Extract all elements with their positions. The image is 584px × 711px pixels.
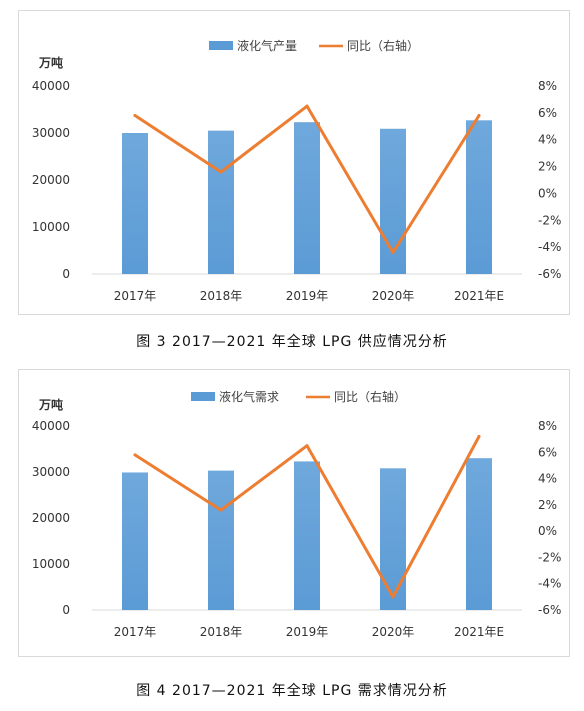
bar bbox=[208, 470, 234, 610]
y-axis-unit: 万吨 bbox=[38, 55, 63, 70]
yoy-point bbox=[391, 251, 395, 255]
yoy-point bbox=[305, 104, 309, 108]
x-tick-label: 2021年E bbox=[454, 289, 504, 303]
yoy-point bbox=[219, 508, 223, 512]
y2-tick-label: 0% bbox=[538, 524, 557, 538]
y-axis-unit: 万吨 bbox=[38, 397, 63, 412]
x-tick-label: 2017年 bbox=[114, 289, 157, 303]
y2-tick-label: -2% bbox=[538, 213, 561, 227]
demand-chart-panel: 液化气需求 同比（右轴） 万吨 0 10000 20000 30000 40000 -6% -4%… bbox=[18, 369, 570, 657]
y2-tick-label: -2% bbox=[538, 550, 561, 564]
x-tick-label: 2019年 bbox=[286, 625, 329, 639]
x-tick-label: 2018年 bbox=[200, 289, 243, 303]
y-tick-label: 30000 bbox=[32, 465, 70, 479]
legend-bar-swatch bbox=[209, 41, 233, 50]
bar bbox=[122, 472, 148, 610]
legend-line-label: 同比（右轴） bbox=[347, 38, 419, 53]
bar bbox=[466, 458, 492, 610]
y-tick-label: 40000 bbox=[32, 79, 70, 93]
x-tick-label: 2020年 bbox=[372, 625, 415, 639]
yoy-point bbox=[477, 114, 481, 118]
bar bbox=[294, 461, 320, 610]
x-tick-label: 2017年 bbox=[114, 625, 157, 639]
y2-tick-label: 2% bbox=[538, 160, 557, 174]
bar bbox=[122, 133, 148, 274]
bar bbox=[380, 468, 406, 610]
y2-tick-label: 8% bbox=[538, 79, 557, 93]
yoy-point bbox=[391, 595, 395, 599]
bar bbox=[208, 130, 234, 274]
y2-tick-label: 8% bbox=[538, 419, 557, 433]
x-tick-label: 2019年 bbox=[286, 289, 329, 303]
legend-line-label: 同比（右轴） bbox=[334, 389, 406, 404]
supply-chart: 液化气产量 同比（右轴） 万吨 0 10000 20000 30000 40000 -6% -4%… bbox=[32, 38, 562, 303]
y-tick-label: 30000 bbox=[32, 126, 70, 140]
y-tick-label: 10000 bbox=[32, 557, 70, 571]
yoy-point bbox=[477, 435, 481, 439]
x-tick-label: 2018年 bbox=[200, 625, 243, 639]
y2-tick-label: -4% bbox=[538, 240, 561, 254]
yoy-point bbox=[133, 114, 137, 118]
y2-tick-label: 6% bbox=[538, 106, 557, 120]
y2-tick-label: -6% bbox=[538, 267, 561, 281]
y2-tick-label: 0% bbox=[538, 186, 557, 200]
y2-tick-label: -4% bbox=[538, 577, 561, 591]
y-tick-label: 20000 bbox=[32, 511, 70, 525]
y-tick-label: 40000 bbox=[32, 419, 70, 433]
yoy-point bbox=[133, 453, 137, 457]
bar bbox=[294, 122, 320, 274]
y2-tick-label: 4% bbox=[538, 472, 557, 486]
legend-bar-label: 液化气产量 bbox=[237, 38, 297, 53]
y-tick-label: 0 bbox=[62, 267, 70, 281]
y2-tick-label: -6% bbox=[538, 603, 561, 617]
y-tick-label: 0 bbox=[62, 603, 70, 617]
y2-tick-label: 6% bbox=[538, 445, 557, 459]
demand-chart-caption: 图 4 2017—2021 年全球 LPG 需求情况分析 bbox=[136, 683, 448, 699]
yoy-point bbox=[305, 444, 309, 448]
demand-chart: 液化气需求 同比（右轴） 万吨 0 10000 20000 30000 40000 -6% -4%… bbox=[32, 389, 562, 639]
yoy-point bbox=[219, 170, 223, 174]
x-tick-label: 2020年 bbox=[372, 289, 415, 303]
x-tick-label: 2021年E bbox=[454, 625, 504, 639]
y-tick-label: 10000 bbox=[32, 220, 70, 234]
supply-chart-panel: 液化气产量 同比（右轴） 万吨 0 10000 20000 30000 40000 -6% -4%… bbox=[18, 10, 570, 315]
y2-tick-label: 2% bbox=[538, 498, 557, 512]
legend-bar-label: 液化气需求 bbox=[219, 389, 279, 404]
y-tick-label: 20000 bbox=[32, 173, 70, 187]
y2-tick-label: 4% bbox=[538, 133, 557, 147]
bar bbox=[466, 120, 492, 274]
legend-bar-swatch bbox=[191, 392, 215, 401]
supply-chart-caption: 图 3 2017—2021 年全球 LPG 供应情况分析 bbox=[136, 334, 448, 350]
